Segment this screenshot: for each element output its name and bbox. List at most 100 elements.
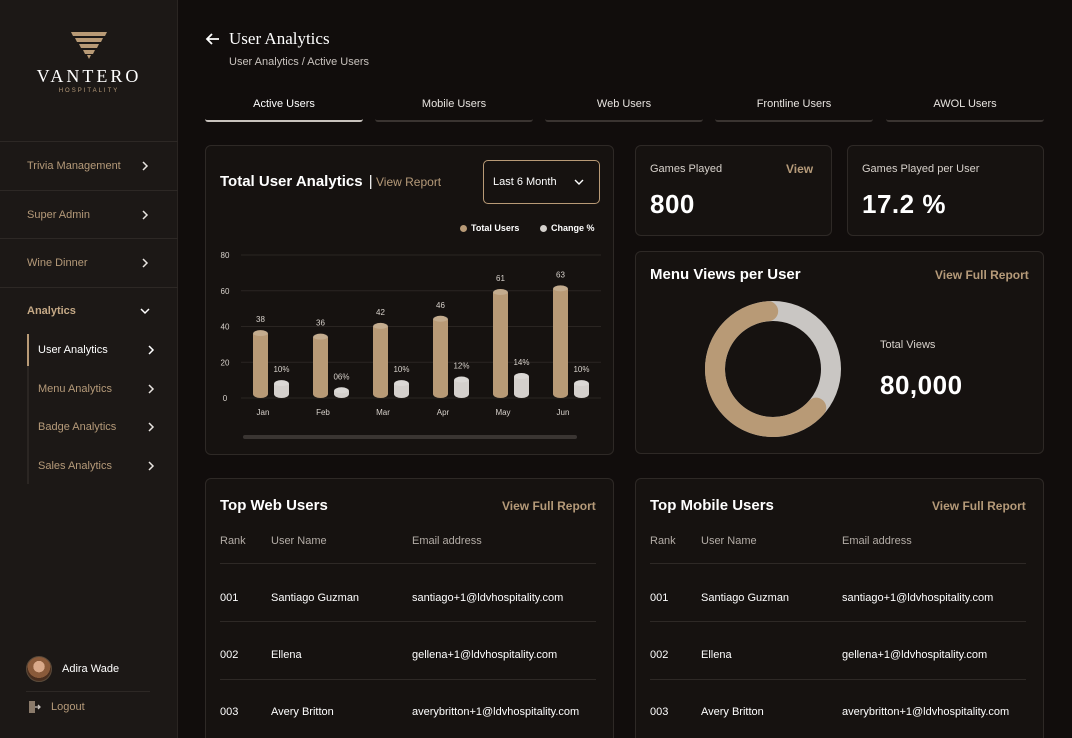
legend-total-users: Total Users: [460, 223, 519, 233]
rank-cell: 001: [220, 592, 239, 604]
tab-mobile-users[interactable]: Mobile Users: [375, 94, 533, 122]
email-cell: averybritton+1@ldvhospitality.com: [412, 706, 580, 718]
chevron-right-icon: [148, 422, 155, 432]
sidebar-item-analytics[interactable]: Analytics: [0, 301, 178, 321]
games-played-value: 800: [650, 189, 695, 219]
sidebar-item-label: Super Admin: [27, 209, 90, 221]
user-name-cell: Ellena: [701, 649, 732, 661]
top-mobile-users-title: Top Mobile Users: [650, 497, 774, 514]
legend-label: Change %: [551, 223, 595, 233]
logout-button[interactable]: Logout: [27, 700, 85, 714]
back-arrow-icon[interactable]: [205, 31, 221, 47]
sidebar-subitem-badge-analytics[interactable]: Badge Analytics: [38, 417, 158, 437]
data-label: 06%: [333, 372, 349, 381]
total-views-value: 80,000: [880, 370, 963, 400]
sidebar-item-trivia-management[interactable]: Trivia Management: [0, 156, 178, 176]
x-tick-label: Jan: [257, 408, 270, 417]
title-separator: |: [368, 173, 373, 190]
email-cell: gellena+1@ldvhospitality.com: [842, 649, 988, 661]
bar-cap: [433, 315, 448, 322]
data-label: 63: [556, 270, 565, 279]
sidebar-item-label: Wine Dinner: [27, 257, 88, 269]
bar-change: [274, 380, 289, 398]
rank-cell: 003: [220, 706, 239, 718]
bar-total-users: [433, 315, 448, 398]
tab-active-users[interactable]: Active Users: [205, 94, 363, 122]
sidebar-item-super-admin[interactable]: Super Admin: [0, 205, 178, 225]
logout-icon: [29, 701, 41, 713]
chevron-right-icon: [148, 461, 155, 471]
period-select[interactable]: Last 6 Month: [483, 160, 600, 204]
column-header-user-name: User Name: [701, 535, 757, 547]
tab-awol-users[interactable]: AWOL Users: [886, 94, 1044, 122]
menu-views-card: [635, 251, 1044, 454]
breadcrumb: User Analytics / Active Users: [229, 56, 369, 68]
sidebar-divider: [0, 190, 178, 191]
page-title: User Analytics: [229, 29, 330, 48]
tab-frontline-users[interactable]: Frontline Users: [715, 94, 873, 122]
data-label: 10%: [393, 365, 409, 374]
user-name-cell: Avery Britton: [271, 706, 334, 718]
bar-cap: [574, 380, 589, 387]
bar-cap: [553, 285, 568, 292]
view-report-link[interactable]: View Report: [376, 175, 442, 189]
chart-scrollbar: [243, 435, 577, 439]
legend-label: Total Users: [471, 223, 520, 233]
column-header-rank: Rank: [220, 535, 246, 547]
sidebar-subitem-label: Badge Analytics: [38, 421, 117, 433]
bar-total-users: [493, 288, 508, 398]
games-per-user-label: Games Played per User: [862, 163, 980, 175]
table-divider: [650, 621, 1026, 622]
x-tick-label: Jun: [557, 408, 570, 417]
submenu-track: [27, 334, 29, 484]
bar-total-users: [553, 285, 568, 398]
column-header-user-name: User Name: [271, 535, 327, 547]
user-analytics-bar-chart: 0 20 40 60 80 38 10% Jan 36 06% Feb 42 10% Mar 46 12% Ap…: [221, 251, 601, 439]
bar-cap: [274, 380, 289, 387]
top-web-users-report-link[interactable]: View Full Report: [502, 499, 596, 513]
bar-total-users: [313, 333, 328, 398]
donut-segment-primary: [705, 301, 841, 437]
user-name-cell: Ellena: [271, 649, 302, 661]
sidebar-subitem-menu-analytics[interactable]: Menu Analytics: [38, 379, 158, 399]
x-tick-label: May: [495, 408, 510, 417]
brand-logo[interactable]: VANTERO HOSPITALITY: [0, 28, 178, 108]
chevron-right-icon: [142, 161, 149, 171]
table-divider: [220, 621, 596, 622]
sidebar-item-label: Trivia Management: [27, 160, 121, 172]
top-mobile-users-report-link[interactable]: View Full Report: [932, 499, 1026, 513]
x-tick-label: Apr: [437, 408, 450, 417]
sidebar-subitem-user-analytics[interactable]: User Analytics: [38, 340, 158, 360]
column-header-email: Email address: [412, 535, 482, 547]
sidebar: VANTERO HOSPITALITY Trivia Management Su…: [0, 0, 178, 738]
total-user-analytics-card: [205, 145, 614, 455]
sidebar-item-wine-dinner[interactable]: Wine Dinner: [0, 253, 178, 273]
sidebar-divider: [0, 238, 178, 239]
sidebar-subitem-sales-analytics[interactable]: Sales Analytics: [38, 456, 158, 476]
brand-name: VANTERO: [36, 66, 142, 86]
bar-change: [514, 372, 529, 398]
sidebar-divider: [26, 691, 150, 692]
table-divider: [220, 679, 596, 680]
email-cell: gellena+1@ldvhospitality.com: [412, 649, 558, 661]
tab-web-users[interactable]: Web Users: [545, 94, 703, 122]
legend-swatch: [460, 224, 467, 232]
top-mobile-users-card: [635, 478, 1044, 738]
user-profile[interactable]: Adira Wade: [26, 656, 119, 682]
chevron-right-icon: [142, 258, 149, 268]
menu-views-report-link[interactable]: View Full Report: [935, 268, 1029, 282]
bar-cap: [313, 333, 328, 340]
data-label: 36: [316, 319, 325, 328]
data-label: 10%: [273, 365, 289, 374]
table-divider: [650, 563, 1026, 564]
x-tick-label: Mar: [376, 408, 390, 417]
sidebar-item-label: Analytics: [27, 305, 76, 317]
games-played-view-link[interactable]: View: [786, 162, 814, 176]
games-per-user-card: [847, 145, 1044, 236]
column-header-rank: Rank: [650, 535, 676, 547]
sidebar-divider: [0, 287, 178, 288]
data-label: 12%: [453, 362, 469, 371]
rank-cell: 001: [650, 592, 669, 604]
data-label: 42: [376, 308, 385, 317]
sidebar-subitem-label: Sales Analytics: [38, 460, 112, 472]
